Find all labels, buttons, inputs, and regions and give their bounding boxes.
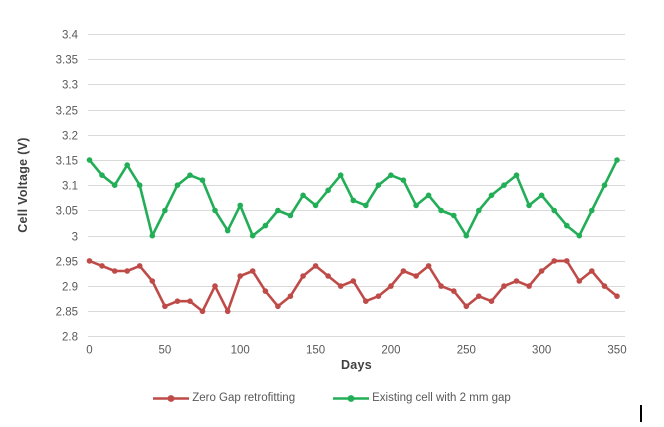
legend: Zero Gap retrofitting Existing cell with… — [0, 392, 664, 404]
legend-item-existing-cell[interactable]: Existing cell with 2 mm gap — [333, 392, 511, 404]
svg-text:2.85: 2.85 — [56, 307, 78, 319]
svg-text:3.15: 3.15 — [56, 156, 78, 168]
svg-text:2.8: 2.8 — [62, 332, 78, 344]
text-cursor — [640, 405, 642, 422]
svg-text:3.1: 3.1 — [62, 181, 78, 193]
svg-text:150: 150 — [306, 345, 325, 357]
red-series-marker-icon — [153, 394, 190, 402]
legend-label-existing-cell: Existing cell with 2 mm gap — [372, 392, 511, 404]
svg-text:3.25: 3.25 — [56, 106, 78, 118]
svg-text:300: 300 — [532, 345, 551, 357]
svg-text:100: 100 — [231, 345, 250, 357]
svg-text:200: 200 — [381, 345, 400, 357]
green-series-marker-icon — [333, 394, 370, 402]
svg-text:3.3: 3.3 — [62, 80, 78, 92]
svg-text:50: 50 — [158, 345, 171, 357]
svg-text:3.4: 3.4 — [62, 30, 79, 42]
x-axis-title: Days — [340, 358, 373, 372]
svg-text:3: 3 — [72, 232, 78, 244]
svg-text:3.05: 3.05 — [56, 206, 78, 218]
legend-item-zero-gap[interactable]: Zero Gap retrofitting — [153, 392, 295, 404]
y-axis-title: Cell Voltage (V) — [16, 137, 30, 233]
svg-text:2.9: 2.9 — [62, 282, 78, 294]
svg-text:250: 250 — [457, 345, 476, 357]
svg-text:2.95: 2.95 — [56, 257, 78, 269]
svg-text:3.35: 3.35 — [56, 55, 78, 67]
svg-text:0: 0 — [86, 345, 92, 357]
svg-text:350: 350 — [607, 345, 626, 357]
svg-text:3.2: 3.2 — [62, 131, 78, 143]
legend-label-zero-gap: Zero Gap retrofitting — [192, 392, 296, 404]
